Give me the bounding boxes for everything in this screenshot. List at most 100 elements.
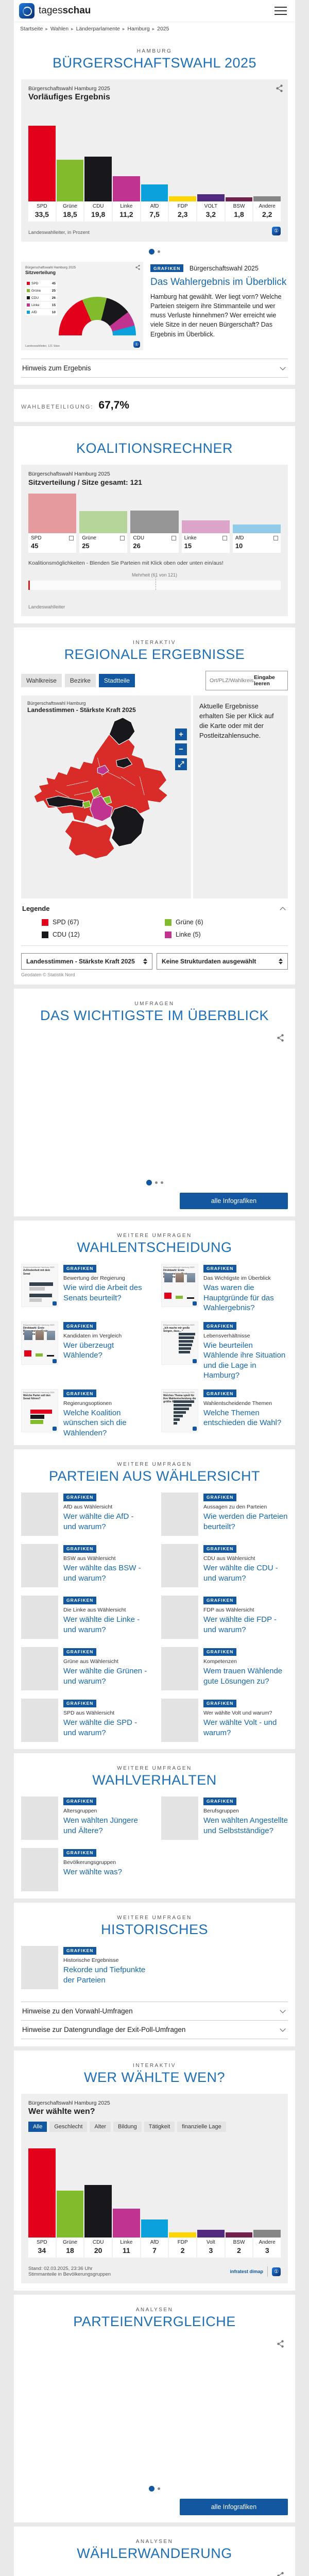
bar-column[interactable]: Grüne 18,5 bbox=[56, 159, 84, 222]
bar-column[interactable]: FDP 2 bbox=[169, 2232, 197, 2258]
bar-column[interactable]: CDU 19,8 bbox=[84, 156, 112, 222]
carousel-dot[interactable] bbox=[160, 1181, 163, 1184]
bar-column[interactable]: FDP 2,3 bbox=[169, 196, 197, 222]
teaser[interactable]: Bürgerschaftswahl Hamburg 2025 Direktwah… bbox=[161, 1264, 288, 1313]
accordion-hinweis-ergebnis[interactable]: Hinweis zum Ergebnis bbox=[21, 359, 288, 378]
teaser[interactable]: GRAFIKEN Berufsgruppen Wen wählten Anges… bbox=[161, 1797, 288, 1840]
koalition-bar[interactable] bbox=[130, 510, 179, 534]
filter-chip[interactable]: Alle bbox=[28, 2122, 47, 2132]
teaser[interactable]: Bürgerschaftswahl Hamburg 2025 Welches T… bbox=[161, 1388, 288, 1438]
legend-header[interactable]: Legende bbox=[21, 899, 288, 918]
teaser[interactable]: Bürgerschaftswahl Hamburg 2025 Zufrieden… bbox=[21, 1264, 148, 1313]
carousel-dot[interactable] bbox=[146, 1180, 152, 1186]
teaser-headline[interactable]: Das Wahlergebnis im Überblick bbox=[150, 277, 287, 287]
carousel-dot[interactable] bbox=[158, 2487, 160, 2490]
teaser[interactable]: GRAFIKEN FDP aus Wählersicht Wer wählte … bbox=[161, 1596, 288, 1639]
koalition-party[interactable]: AfD 10 bbox=[232, 524, 281, 553]
search-input[interactable] bbox=[210, 677, 254, 684]
teaser[interactable]: GRAFIKEN Historische Ergebnisse Rekorde … bbox=[21, 1946, 148, 1990]
map-kicker: Bürgerschaftswahl Hamburg bbox=[27, 701, 86, 706]
carousel-dot[interactable] bbox=[158, 250, 160, 253]
breadcrumb-item[interactable]: Hamburg bbox=[120, 26, 150, 32]
share-icon[interactable] bbox=[277, 2340, 284, 2348]
zoom-reset-button[interactable]: ⤢ bbox=[175, 758, 187, 771]
region-tab[interactable]: Bezirke bbox=[64, 674, 96, 688]
breadcrumb-item[interactable]: Startseite bbox=[20, 26, 43, 32]
filter-chip[interactable]: Tätigkeit bbox=[144, 2122, 175, 2132]
filter-chip[interactable]: Bildung bbox=[113, 2122, 142, 2132]
bar-column[interactable]: Grüne 18 bbox=[56, 2190, 84, 2258]
structure-select[interactable]: Keine Strukturdaten ausgewählt bbox=[157, 953, 288, 970]
party-checkbox[interactable] bbox=[171, 536, 176, 541]
bar-label: FDP 2,3 bbox=[169, 201, 197, 222]
bar-column[interactable]: AfD 7 bbox=[141, 2219, 168, 2258]
bar-column[interactable]: CDU 20 bbox=[84, 2185, 112, 2258]
bar-column[interactable]: VOLT 3,2 bbox=[197, 194, 225, 222]
teaser[interactable]: GRAFIKEN Die Linke aus Wählersicht Wer w… bbox=[21, 1596, 148, 1639]
tagesschau-logo[interactable]: tagesschau bbox=[19, 3, 91, 19]
bar-column[interactable]: SPD 33,5 bbox=[28, 125, 56, 222]
carousel-dot[interactable] bbox=[149, 249, 154, 255]
filter-chip[interactable]: finanzielle Lage bbox=[177, 2122, 226, 2132]
koalition-bar[interactable] bbox=[28, 494, 77, 534]
teaser[interactable]: GRAFIKEN Kompetenzen Wem trauen Wählende… bbox=[161, 1647, 288, 1691]
party-checkbox[interactable] bbox=[222, 536, 227, 541]
bar-column[interactable]: Linke 11,2 bbox=[113, 176, 140, 222]
teaser[interactable]: Bürgerschaftswahl Hamburg 2025 „Ich mach… bbox=[161, 1321, 288, 1381]
teaser[interactable]: GRAFIKEN Wer wählte Volt und warum? Wer … bbox=[161, 1699, 288, 1742]
teaser[interactable]: GRAFIKEN Aussagen zu den Parteien Wie we… bbox=[161, 1493, 288, 1536]
teaser[interactable]: GRAFIKEN BSW aus Wählersicht Wer wählte … bbox=[21, 1544, 148, 1588]
bar-column[interactable]: BSW 1,8 bbox=[225, 197, 253, 222]
region-tab[interactable]: Stadtteile bbox=[98, 674, 135, 688]
alle-infografiken-button[interactable]: alle Infografiken bbox=[180, 1193, 288, 1210]
zoom-in-button[interactable]: + bbox=[175, 728, 187, 741]
teaser[interactable]: GRAFIKEN AfD aus Wählersicht Wer wählte … bbox=[21, 1493, 148, 1536]
bar-column[interactable]: BSW 2 bbox=[225, 2232, 253, 2258]
share-icon[interactable] bbox=[276, 84, 283, 92]
koalition-party[interactable]: Grüne 25 bbox=[79, 511, 128, 553]
teaser[interactable]: GRAFIKEN Altersgruppen Wen wählten Jünge… bbox=[21, 1797, 148, 1840]
teaser[interactable]: GRAFIKEN Bevölkerungsgruppen Wer wählte … bbox=[21, 1848, 148, 1892]
koalition-bar[interactable] bbox=[79, 511, 128, 534]
koalition-party[interactable]: Linke 15 bbox=[181, 520, 230, 553]
region-tab[interactable]: Wahlkreise bbox=[21, 674, 62, 688]
clear-input-button[interactable]: Eingabe leeren bbox=[254, 674, 275, 687]
share-icon[interactable] bbox=[277, 1034, 284, 1042]
alle-infografiken-button[interactable]: alle Infografiken bbox=[180, 2499, 288, 2516]
carousel-dot[interactable] bbox=[149, 2486, 154, 2492]
teaser[interactable]: Bürgerschaftswahl Hamburg 2025 Direktwah… bbox=[21, 1321, 148, 1381]
party-checkbox[interactable] bbox=[273, 536, 279, 541]
zoom-out-button[interactable]: − bbox=[175, 743, 187, 756]
party-checkbox[interactable] bbox=[69, 536, 74, 541]
bar-column[interactable]: Andere 3 bbox=[253, 2230, 281, 2258]
menu-icon[interactable] bbox=[274, 7, 287, 14]
bar-column[interactable]: Volt 3 bbox=[197, 2230, 225, 2258]
koalition-bar[interactable] bbox=[232, 524, 281, 534]
teaser[interactable]: GRAFIKEN Grüne aus Wählersicht Wer wählt… bbox=[21, 1647, 148, 1691]
filter-chip[interactable]: Alter bbox=[90, 2122, 111, 2132]
breadcrumb-item[interactable]: 2025 bbox=[150, 26, 169, 32]
infographic-placeholder bbox=[21, 1044, 288, 1173]
hamburg-map[interactable] bbox=[27, 716, 182, 893]
bar-column[interactable]: SPD 34 bbox=[28, 2148, 56, 2258]
accordion-row[interactable]: Hinweise zu den Vorwahl-Umfragen bbox=[21, 2002, 288, 2021]
bar-column[interactable]: AfD 7,5 bbox=[141, 184, 168, 222]
section-kicker: ANALYSEN bbox=[135, 2307, 174, 2313]
party-checkbox[interactable] bbox=[120, 536, 125, 541]
carousel-dot[interactable] bbox=[154, 1181, 158, 1184]
bar-column[interactable]: Linke 11 bbox=[113, 2209, 140, 2258]
filter-chip[interactable]: Geschlecht bbox=[49, 2122, 88, 2132]
metric-select[interactable]: Landesstimmen - Stärkste Kraft 2025 bbox=[21, 953, 152, 970]
share-icon[interactable] bbox=[277, 2572, 284, 2576]
breadcrumb-item[interactable]: Wahlen bbox=[43, 26, 68, 32]
breadcrumb-item[interactable]: Länderparlamente bbox=[68, 26, 120, 32]
teaser[interactable]: GRAFIKEN CDU aus Wählersicht Wer wählte … bbox=[161, 1544, 288, 1588]
overview-teaser[interactable]: Bürgerschaftswahl Hamburg 2025 Sitzverte… bbox=[21, 262, 288, 350]
koalition-party[interactable]: SPD 45 bbox=[28, 494, 77, 553]
teaser[interactable]: Bürgerschaftswahl Hamburg 2025 Welche Pa… bbox=[21, 1388, 148, 1438]
teaser[interactable]: GRAFIKEN SPD aus Wählersicht Wer wählte … bbox=[21, 1699, 148, 1742]
accordion-row[interactable]: Hinweise zur Datengrundlage der Exit-Pol… bbox=[21, 2021, 288, 2040]
koalition-bar[interactable] bbox=[181, 520, 230, 534]
bar-column[interactable]: Andere 2,2 bbox=[253, 196, 281, 222]
koalition-party[interactable]: CDU 26 bbox=[130, 510, 179, 553]
